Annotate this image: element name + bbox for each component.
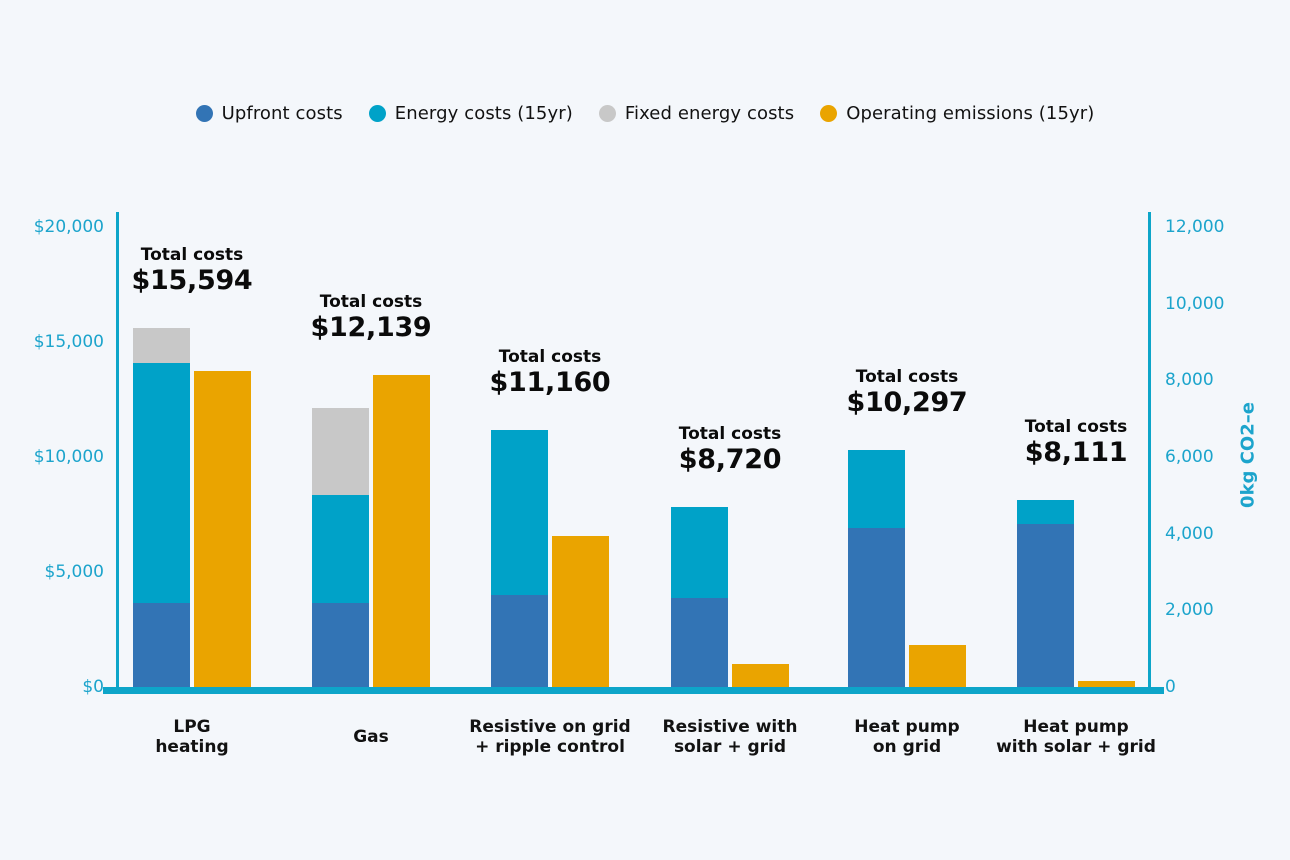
left-axis-tick-10-000: $10,000 xyxy=(33,447,104,467)
total-costs-label-heat-pump-with-solar-grid: Total costs $8,111 xyxy=(966,416,1186,468)
total-costs-value: $8,720 xyxy=(678,444,782,476)
legend-dot-icon xyxy=(820,104,838,122)
left-axis-tick-20-000: $20,000 xyxy=(33,217,104,237)
right-axis-title: 0kg CO2–e xyxy=(1237,402,1259,508)
total-costs-value: $11,160 xyxy=(489,367,611,399)
bar-emissions-lpg-heating xyxy=(194,370,251,687)
legend-label: Energy costs (15yr) xyxy=(394,102,573,124)
category-label-resistive-on-grid-ripple-control: Resistive on grid + ripple control xyxy=(435,714,665,760)
total-costs-label-heat-pump-on-grid: Total costs $10,297 xyxy=(797,366,1017,418)
category-label-line: LPG xyxy=(173,717,211,737)
total-costs-label-lpg-heating: Total costs $15,594 xyxy=(82,244,302,296)
category-label-line: Gas xyxy=(353,727,389,747)
category-label-line: heating xyxy=(155,737,229,757)
bar-upfront-heat-pump-with-solar-grid xyxy=(1017,523,1074,687)
total-costs-label-gas: Total costs $12,139 xyxy=(261,291,481,343)
total-costs-label-resistive-on-grid-ripple-control: Total costs $11,160 xyxy=(440,346,660,398)
legend-label: Operating emissions (15yr) xyxy=(846,102,1095,124)
category-label-line: with solar + grid xyxy=(996,737,1156,757)
bar-energy-resistive-on-grid-ripple-control xyxy=(491,430,548,595)
right-axis-tick-10-000: 10,000 xyxy=(1165,293,1225,314)
bar-upfront-gas xyxy=(312,603,369,687)
legend-label: Upfront costs xyxy=(221,102,343,124)
right-axis-tick-12-000: 12,000 xyxy=(1165,217,1225,237)
category-label-line: + ripple control xyxy=(475,737,625,757)
right-axis-tick-0: 0 xyxy=(1165,677,1176,697)
legend-item-fixed-energy-costs: Fixed energy costs xyxy=(598,102,795,124)
total-costs-heading: Total costs xyxy=(140,245,244,266)
legend-item-energy-costs-15yr: Energy costs (15yr) xyxy=(368,102,573,124)
left-axis-tick-15-000: $15,000 xyxy=(33,332,104,352)
category-label-line: Heat pump xyxy=(854,717,960,737)
bar-energy-resistive-with-solar-grid xyxy=(671,507,728,599)
category-label-line: Resistive with xyxy=(662,717,798,737)
total-costs-value: $12,139 xyxy=(310,311,432,343)
category-label-line: Heat pump xyxy=(1023,717,1129,737)
category-label-lpg-heating: LPG heating xyxy=(77,714,307,760)
total-costs-heading: Total costs xyxy=(855,367,959,388)
bar-energy-heat-pump-on-grid xyxy=(848,450,905,529)
total-costs-heading: Total costs xyxy=(319,291,423,312)
bar-energy-gas xyxy=(312,494,369,604)
total-costs-heading: Total costs xyxy=(498,347,602,368)
x-axis-baseline xyxy=(103,687,1164,694)
category-label-line: on grid xyxy=(872,737,942,757)
bar-emissions-resistive-on-grid-ripple-control xyxy=(552,535,609,687)
right-axis-tick-8-000: 8,000 xyxy=(1165,370,1214,391)
bar-energy-heat-pump-with-solar-grid xyxy=(1017,500,1074,524)
legend-item-upfront-costs: Upfront costs xyxy=(195,102,343,124)
bar-fixed-gas xyxy=(312,407,369,495)
legend-item-operating-emissions-15yr: Operating emissions (15yr) xyxy=(820,103,1094,124)
legend-dot-icon xyxy=(598,104,616,122)
total-costs-value: $15,594 xyxy=(131,265,253,297)
right-axis-tick-4-000: 4,000 xyxy=(1165,523,1214,544)
left-axis-tick-0: $0 xyxy=(82,677,104,697)
total-costs-heading: Total costs xyxy=(1024,417,1128,438)
category-label-gas: Gas xyxy=(256,714,486,760)
right-axis-tick-2-000: 2,000 xyxy=(1165,600,1214,621)
bar-upfront-heat-pump-on-grid xyxy=(848,528,905,687)
bar-emissions-resistive-with-solar-grid xyxy=(732,664,789,687)
bar-upfront-resistive-on-grid-ripple-control xyxy=(491,595,548,687)
bar-energy-lpg-heating xyxy=(133,363,190,604)
total-costs-value: $8,111 xyxy=(1024,437,1128,469)
left-axis-line xyxy=(116,212,119,687)
bar-upfront-resistive-with-solar-grid xyxy=(671,598,728,687)
right-axis-line xyxy=(1148,212,1151,687)
total-costs-label-resistive-with-solar-grid: Total costs $8,720 xyxy=(620,423,840,475)
left-axis-tick-5-000: $5,000 xyxy=(44,562,104,582)
category-label-heat-pump-with-solar-grid: Heat pump with solar + grid xyxy=(961,714,1191,760)
bar-fixed-lpg-heating xyxy=(133,328,190,364)
category-label-line: solar + grid xyxy=(673,737,787,757)
legend-dot-icon xyxy=(195,104,213,122)
bar-upfront-lpg-heating xyxy=(133,603,190,687)
legend-dot-icon xyxy=(368,104,386,122)
total-costs-heading: Total costs xyxy=(678,424,782,445)
bar-emissions-heat-pump-with-solar-grid xyxy=(1078,680,1135,687)
legend: Upfront costs Energy costs (15yr) Fixed en… xyxy=(0,96,1290,130)
legend-label: Fixed energy costs xyxy=(624,102,795,124)
right-axis-tick-6-000: 6,000 xyxy=(1165,447,1214,467)
total-costs-value: $10,297 xyxy=(846,387,968,419)
bar-emissions-gas xyxy=(373,374,430,687)
category-label-resistive-with-solar-grid: Resistive with solar + grid xyxy=(615,714,845,760)
bar-emissions-heat-pump-on-grid xyxy=(909,644,966,687)
category-label-heat-pump-on-grid: Heat pump on grid xyxy=(792,714,1022,760)
category-label-line: Resistive on grid xyxy=(469,717,631,737)
